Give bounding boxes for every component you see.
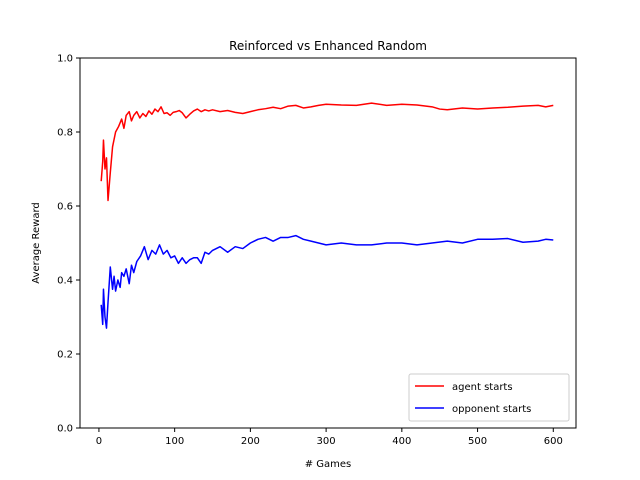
plot-frame <box>79 57 577 429</box>
x-tick-label: 200 <box>241 436 260 447</box>
x-tick-label: 400 <box>392 436 411 447</box>
x-axis: 0 100 200 300 400 500 600 <box>96 428 563 447</box>
y-tick-label: 0.8 <box>57 128 73 139</box>
legend-label-agent-starts: agent starts <box>452 382 513 393</box>
y-axis: 0.0 0.2 0.4 0.6 0.8 1.0 <box>57 54 80 435</box>
y-tick-label: 0.2 <box>57 350 73 361</box>
legend: agent starts opponent starts <box>408 373 570 422</box>
x-tick-label: 600 <box>544 436 563 447</box>
y-tick-label: 0.0 <box>57 424 73 435</box>
x-tick-label: 0 <box>96 436 102 447</box>
legend-label-opponent-starts: opponent starts <box>452 404 531 415</box>
x-tick-label: 300 <box>317 436 336 447</box>
x-tick-label: 500 <box>468 436 487 447</box>
chart-title: Reinforced vs Enhanced Random <box>229 39 427 53</box>
y-tick-label: 1.0 <box>57 54 73 65</box>
y-axis-label: Average Reward <box>31 202 42 283</box>
y-tick-label: 0.6 <box>57 202 73 213</box>
x-tick-label: 100 <box>165 436 184 447</box>
series-line-agent-starts <box>100 102 554 202</box>
y-tick-label: 0.4 <box>57 276 73 287</box>
legend-box <box>408 373 570 422</box>
series-line-opponent-starts <box>100 234 554 329</box>
plot-lines <box>100 102 554 329</box>
x-axis-label: # Games <box>305 459 352 470</box>
